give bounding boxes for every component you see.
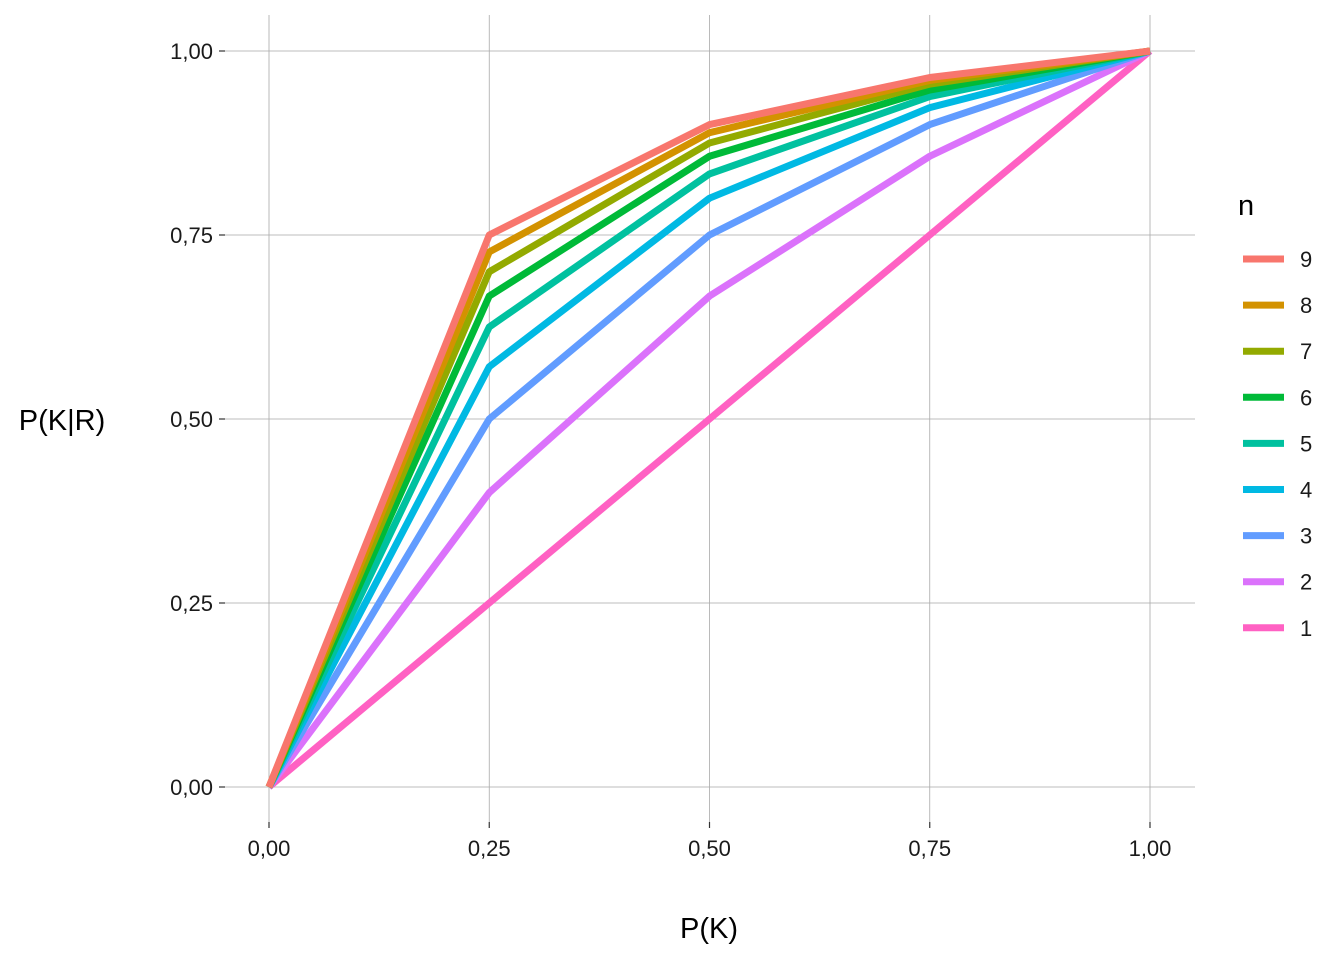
series-line-n4 (265, 47, 1151, 789)
series-line-n2 (266, 47, 1152, 790)
legend-label-n6: 6 (1300, 385, 1312, 410)
x-tick-label: 0,75 (908, 836, 951, 861)
y-axis-title: P(K|R) (19, 405, 105, 437)
series-lines (265, 47, 1153, 790)
legend-label-n7: 7 (1300, 339, 1312, 364)
x-tick-label: 0,25 (468, 836, 511, 861)
legend-label-n9: 9 (1300, 247, 1312, 272)
x-tick-label: 1,00 (1129, 836, 1172, 861)
series-line-n6 (265, 47, 1151, 789)
series-line-n9 (265, 47, 1151, 789)
legend-label-n3: 3 (1300, 524, 1312, 549)
legend-label-n4: 4 (1300, 478, 1312, 503)
axes: 0,00 0,25 0,50 0,75 1,00 0,00 0,25 0,50 0,75 1,00 (170, 39, 1171, 861)
y-tick-label: 0,50 (170, 407, 213, 432)
series-line-n5 (265, 47, 1151, 789)
series-line-n3 (265, 47, 1152, 789)
legend-title: n (1238, 190, 1254, 222)
legend-label-n5: 5 (1300, 431, 1312, 456)
y-tick-label: 0,25 (170, 591, 213, 616)
x-tick-label: 0,00 (248, 836, 291, 861)
legend-label-n1: 1 (1300, 616, 1312, 641)
y-tick-label: 0,00 (170, 775, 213, 800)
y-tick-label: 1,00 (170, 39, 213, 64)
series-line-n1 (266, 48, 1153, 790)
legend: n 9 8 7 6 5 4 3 2 1 (1238, 190, 1312, 641)
x-tick-label: 0,50 (688, 836, 731, 861)
y-tick-label: 0,75 (170, 223, 213, 248)
legend-label-n8: 8 (1300, 293, 1312, 318)
x-axis-title: P(K) (680, 913, 738, 945)
legend-label-n2: 2 (1300, 570, 1312, 595)
